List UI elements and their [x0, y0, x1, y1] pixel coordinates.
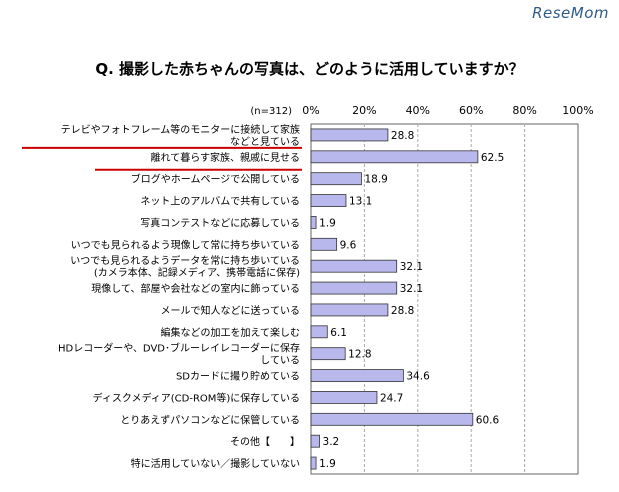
data-label: 60.6	[476, 414, 500, 426]
category-label: その他【 】	[230, 435, 300, 448]
bar	[310, 150, 479, 164]
category-label: HDレコーダーや、DVD･ブルーレイレコーダーに保存	[58, 342, 300, 355]
category-label: 離れて暮らす家族、親戚に見せる	[151, 151, 301, 164]
category-label: メールで知人などに送っている	[161, 304, 301, 317]
category-label: テレビやフォトフレーム等のモニターに接続して家族	[61, 123, 300, 136]
bar	[310, 194, 347, 207]
x-tick-label: 40%	[406, 104, 430, 117]
category-label: 現像して、部屋や会社などの室内に飾っている	[91, 282, 300, 295]
data-label: 62.5	[481, 152, 504, 164]
data-label: 6.1	[330, 327, 347, 339]
data-label: 12.8	[348, 349, 371, 361]
data-label: 28.8	[391, 130, 414, 142]
brand-logo: ReseMom	[532, 4, 609, 22]
data-label: 18.9	[364, 174, 387, 186]
bar	[310, 434, 320, 448]
category-label: SDカードに撮り貯めている	[176, 370, 300, 383]
sample-size-label: (n=312)	[250, 106, 292, 117]
bar	[310, 412, 474, 426]
data-label: 1.9	[319, 458, 336, 470]
bar	[310, 456, 317, 470]
category-label: とりあえずパソコンなどに保管している	[120, 413, 300, 426]
category-label: ディスクメディア(CD-ROM等)に保存している	[93, 391, 300, 404]
bar	[310, 172, 362, 186]
plot-frame	[310, 123, 579, 475]
data-label: 34.6	[406, 371, 430, 383]
data-label: 32.1	[400, 261, 423, 273]
bar	[310, 281, 398, 295]
data-label: 28.8	[391, 305, 414, 317]
bar	[310, 128, 389, 142]
x-tick-label: 20%	[352, 104, 376, 117]
data-label: 9.6	[340, 239, 357, 251]
data-label: 13.1	[349, 196, 372, 208]
category-label: (カメラ本体、記録メディア、携帯電話に保存)	[94, 266, 300, 279]
category-label: いつでも見られるようデータを常に持ち歩いている	[70, 254, 300, 267]
x-tick-label: 80%	[512, 104, 536, 117]
bar	[310, 216, 317, 229]
bar	[310, 347, 346, 361]
bar	[310, 325, 328, 339]
bar	[310, 237, 338, 251]
category-label: 写真コンテストなどに応募している	[140, 216, 300, 229]
bar	[310, 303, 389, 317]
bar	[310, 369, 404, 382]
bar	[310, 391, 378, 404]
data-label: 32.1	[400, 283, 423, 295]
category-label: 編集などの加工を加えて楽しむ	[161, 326, 301, 339]
chart-title: Q. 撮影した赤ちゃんの写真は、どのように活用していますか？	[95, 60, 524, 78]
data-label: 24.7	[380, 392, 403, 404]
data-label: 3.2	[323, 436, 340, 448]
data-label: 1.9	[319, 217, 336, 229]
category-label: している	[260, 355, 300, 367]
category-label: 特に活用していない／撮影していない	[131, 457, 300, 470]
category-label: ブログやホームページで公開している	[131, 173, 300, 186]
category-label: いつでも見られるよう現像して常に持ち歩いている	[71, 238, 300, 251]
x-tick-label: 60%	[459, 104, 483, 117]
bar	[310, 259, 398, 273]
x-tick-label: 100%	[562, 104, 593, 117]
category-label: ネット上のアルバムで共有している	[140, 195, 300, 208]
x-tick-label: 0%	[302, 104, 319, 117]
category-label: などと見ている	[230, 136, 300, 148]
